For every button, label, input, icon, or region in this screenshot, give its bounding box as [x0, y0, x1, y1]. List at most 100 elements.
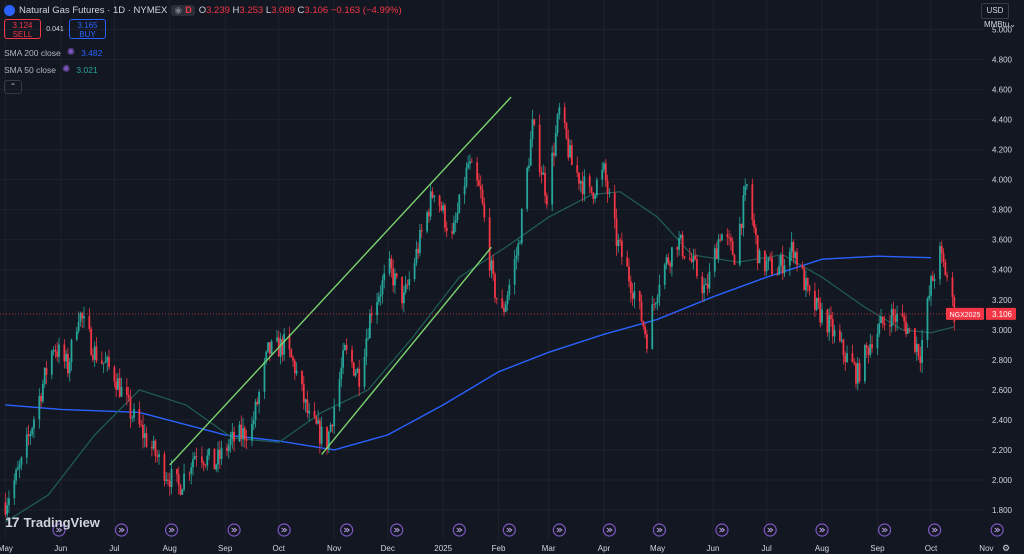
symbol-title[interactable]: Natural Gas Futures · 1D · NYMEX	[19, 4, 168, 16]
indicator-sma200[interactable]: SMA 200 close ✺ 3.482	[4, 47, 103, 58]
time-tick-label: May	[650, 544, 665, 553]
time-axis-bg	[0, 540, 1024, 554]
candle-body	[158, 454, 160, 457]
event-markers[interactable]	[52, 523, 1004, 537]
unit-selector[interactable]: MMBtu⌄	[983, 20, 1016, 29]
candle-body	[508, 284, 511, 296]
collapse-legend-button[interactable]: ⌃	[4, 80, 22, 94]
candle-body	[469, 161, 471, 164]
candle-body	[165, 479, 168, 481]
event-marker-icon[interactable]	[502, 523, 516, 537]
candle-body	[867, 347, 870, 355]
candle-body	[914, 328, 916, 352]
candle-body	[52, 350, 55, 352]
event-marker-icon[interactable]	[877, 523, 892, 537]
candle-body	[179, 485, 182, 495]
candle-body	[154, 440, 157, 456]
candle-body	[363, 356, 366, 387]
price-tick-label: 4.600	[992, 86, 1013, 95]
candle-body	[517, 243, 520, 256]
candle-body	[919, 356, 922, 363]
event-marker-icon[interactable]	[340, 523, 354, 537]
candle-body	[100, 360, 103, 364]
indicator-sma50[interactable]: SMA 50 close ✺ 3.021	[4, 64, 98, 75]
interval-badge[interactable]: ◉ D	[171, 4, 195, 16]
time-axis[interactable]: May Jun Jul Aug Sep Oct Nov Dec 2025 Feb Mar Apr May…	[0, 540, 1024, 554]
candle-body	[117, 378, 119, 390]
candle-body	[6, 505, 9, 515]
candle-body	[781, 254, 784, 274]
currency-selector[interactable]: USD	[981, 3, 1009, 19]
candle-body	[756, 235, 759, 264]
event-marker-icon[interactable]	[928, 523, 942, 537]
candle-body	[143, 433, 146, 438]
candle-body	[731, 241, 734, 255]
candle-body	[842, 339, 845, 356]
candle-body	[351, 349, 353, 363]
event-marker-icon[interactable]	[715, 523, 729, 537]
candle-body	[704, 283, 707, 286]
buy-button[interactable]: 3.165 BUY	[69, 19, 106, 39]
price-axis[interactable]: 1.800 2.000 2.200 2.400 2.600 2.800 3.000 3.200…	[946, 0, 1024, 554]
candle-body	[939, 245, 941, 280]
candle-body	[504, 304, 507, 312]
candle-body	[263, 361, 266, 392]
candle-body	[93, 346, 96, 360]
event-marker-icon[interactable]	[552, 523, 566, 537]
candle-body	[54, 350, 57, 352]
candle-body	[377, 296, 380, 303]
gear-icon[interactable]: ✺	[61, 64, 71, 75]
event-marker-icon[interactable]	[390, 523, 404, 537]
candle-body	[404, 284, 407, 293]
candle-body	[118, 378, 121, 397]
event-marker-arrows	[556, 527, 563, 533]
tradingview-logo[interactable]: 17 TradingView	[5, 514, 100, 530]
candle-body	[444, 205, 446, 228]
candle-body	[313, 411, 316, 417]
candle-body	[683, 256, 686, 259]
candle-body	[644, 326, 647, 335]
candle-body	[476, 162, 479, 181]
candle-body	[70, 339, 73, 363]
time-tick-label: Nov	[327, 544, 341, 553]
sell-button[interactable]: 3.124 SELL	[4, 19, 41, 39]
event-marker-icon[interactable]	[164, 523, 179, 537]
event-marker-icon[interactable]	[990, 523, 1004, 537]
candle-body	[458, 194, 461, 213]
price-change: −0.163 (−4.99%)	[330, 4, 402, 16]
candle-body	[890, 309, 893, 327]
candle-body	[645, 334, 648, 350]
candle-body	[470, 161, 473, 163]
event-marker-icon[interactable]	[763, 523, 777, 537]
candle-body	[883, 323, 886, 326]
candle-body	[433, 195, 436, 198]
candle-body	[556, 114, 559, 133]
event-marker-icon[interactable]	[52, 523, 66, 537]
candle-body	[426, 212, 428, 232]
candle-body	[226, 447, 228, 452]
symbol-tag	[946, 307, 984, 320]
candle-body	[656, 296, 659, 304]
event-marker-icon[interactable]	[277, 523, 291, 537]
event-marker-icon[interactable]	[815, 523, 829, 537]
event-marker-icon[interactable]	[452, 523, 466, 537]
candle-body	[881, 316, 884, 324]
chevron-down-icon: ⌄	[1009, 20, 1016, 29]
candle-body	[90, 329, 93, 356]
candle-body	[283, 333, 286, 355]
candle-body	[31, 428, 34, 435]
candle-body	[653, 304, 655, 306]
event-marker-icon[interactable]	[652, 523, 667, 537]
candle-body	[490, 260, 493, 271]
trendlines[interactable]	[169, 96, 512, 466]
gear-icon[interactable]: ✺	[66, 47, 76, 58]
candle-body	[420, 230, 423, 232]
candle-body	[129, 397, 132, 419]
event-marker-icon[interactable]	[114, 523, 129, 537]
candle-body	[864, 345, 866, 382]
candle-body	[108, 357, 110, 368]
event-marker-icon[interactable]	[227, 523, 241, 537]
event-marker-icon[interactable]	[602, 523, 616, 537]
candle-body	[231, 431, 234, 439]
